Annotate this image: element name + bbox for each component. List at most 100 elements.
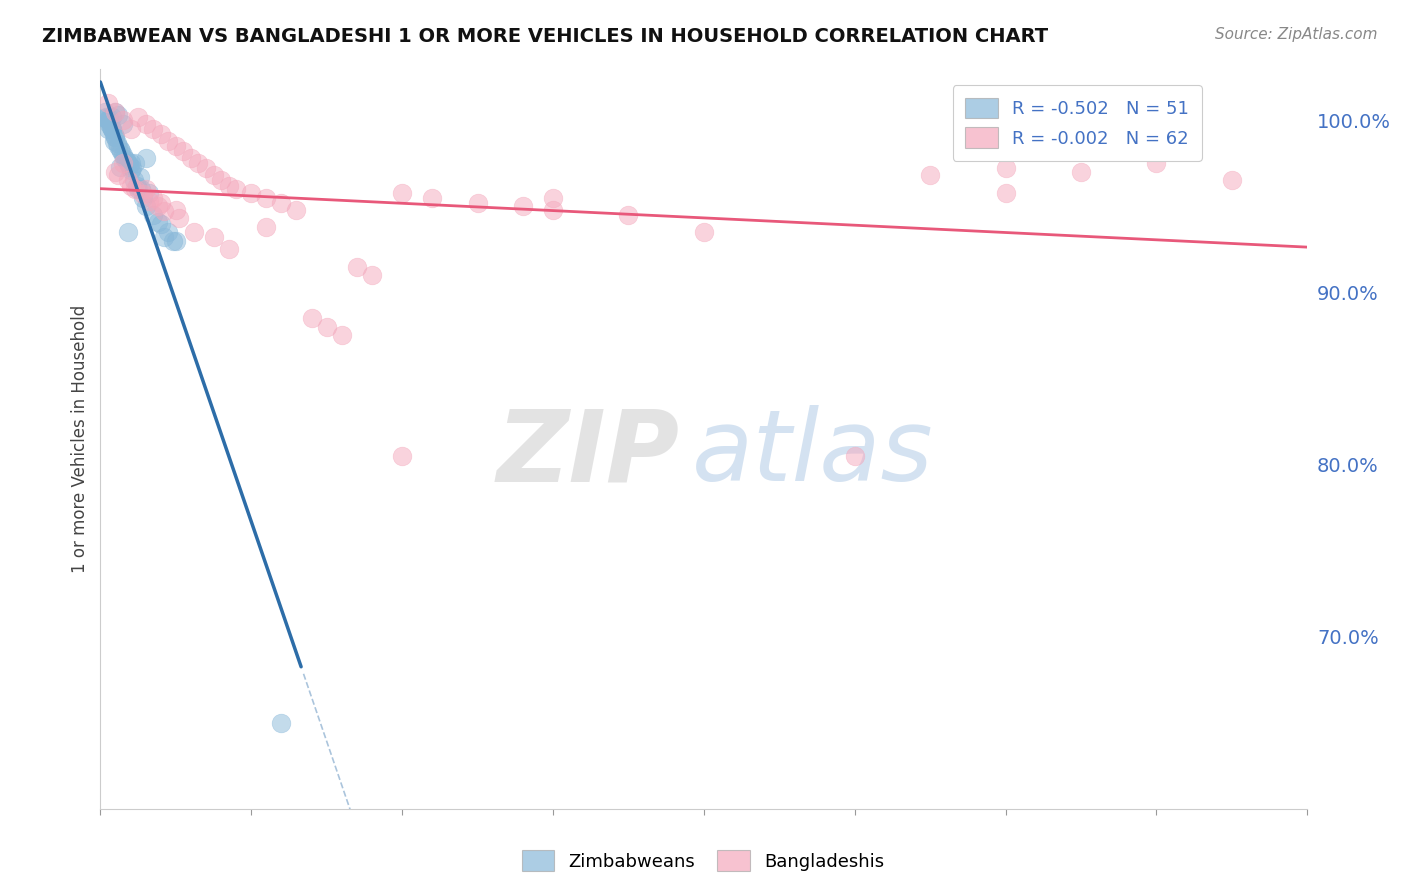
- Point: [920, 169, 942, 183]
- Point: [167, 211, 190, 226]
- Point: [512, 199, 534, 213]
- Point: [100, 120, 122, 134]
- Point: [1144, 156, 1167, 170]
- Point: [541, 202, 564, 217]
- Point: [120, 156, 142, 170]
- Point: [240, 186, 263, 200]
- Point: [391, 186, 413, 200]
- Point: [120, 121, 142, 136]
- Point: [120, 178, 142, 193]
- Point: [101, 121, 124, 136]
- Point: [218, 178, 240, 193]
- Point: [142, 191, 165, 205]
- Point: [138, 194, 160, 208]
- Point: [391, 449, 413, 463]
- Point: [541, 191, 564, 205]
- Point: [693, 225, 716, 239]
- Point: [225, 182, 247, 196]
- Point: [994, 186, 1017, 200]
- Point: [111, 117, 134, 131]
- Point: [172, 144, 194, 158]
- Point: [149, 127, 172, 141]
- Point: [117, 156, 139, 170]
- Point: [107, 108, 129, 122]
- Point: [111, 156, 134, 170]
- Point: [146, 199, 169, 213]
- Point: [301, 311, 323, 326]
- Point: [149, 217, 172, 231]
- Point: [103, 127, 125, 141]
- Point: [135, 151, 157, 165]
- Point: [128, 169, 150, 184]
- Point: [142, 121, 165, 136]
- Point: [111, 147, 134, 161]
- Point: [127, 110, 149, 124]
- Point: [125, 178, 148, 193]
- Point: [135, 199, 157, 213]
- Point: [315, 319, 337, 334]
- Point: [285, 202, 308, 217]
- Point: [218, 243, 240, 257]
- Point: [162, 234, 184, 248]
- Point: [124, 156, 146, 170]
- Legend: Zimbabweans, Bangladeshis: Zimbabweans, Bangladeshis: [515, 843, 891, 879]
- Point: [254, 191, 277, 205]
- Point: [202, 169, 225, 183]
- Point: [97, 121, 120, 136]
- Point: [152, 204, 174, 219]
- Point: [157, 225, 180, 239]
- Point: [180, 151, 202, 165]
- Point: [103, 134, 125, 148]
- Text: Source: ZipAtlas.com: Source: ZipAtlas.com: [1215, 27, 1378, 42]
- Point: [104, 104, 127, 119]
- Point: [115, 153, 138, 167]
- Point: [135, 182, 157, 196]
- Point: [108, 143, 131, 157]
- Point: [135, 117, 157, 131]
- Legend: R = -0.502   N = 51, R = -0.002   N = 62: R = -0.502 N = 51, R = -0.002 N = 62: [953, 85, 1202, 161]
- Point: [117, 225, 139, 239]
- Point: [270, 195, 292, 210]
- Point: [94, 104, 117, 119]
- Point: [96, 110, 118, 124]
- Point: [120, 163, 142, 178]
- Point: [104, 130, 127, 145]
- Point: [114, 151, 136, 165]
- Point: [101, 110, 124, 124]
- Point: [146, 215, 169, 229]
- Point: [420, 191, 443, 205]
- Text: atlas: atlas: [692, 405, 934, 502]
- Y-axis label: 1 or more Vehicles in Household: 1 or more Vehicles in Household: [72, 305, 89, 573]
- Point: [1070, 165, 1092, 179]
- Point: [330, 328, 353, 343]
- Point: [994, 161, 1017, 176]
- Point: [270, 715, 292, 730]
- Point: [165, 139, 187, 153]
- Point: [122, 173, 145, 187]
- Point: [97, 95, 120, 110]
- Point: [107, 139, 129, 153]
- Point: [127, 182, 149, 196]
- Point: [98, 112, 121, 126]
- Point: [165, 202, 187, 217]
- Point: [617, 208, 640, 222]
- Point: [183, 225, 205, 239]
- Point: [108, 160, 131, 174]
- Point: [110, 144, 132, 158]
- Point: [346, 260, 368, 274]
- Point: [105, 136, 128, 150]
- Point: [131, 187, 153, 202]
- Point: [131, 191, 153, 205]
- Point: [101, 121, 124, 136]
- Point: [149, 195, 172, 210]
- Point: [467, 195, 489, 210]
- Point: [187, 156, 209, 170]
- Point: [121, 161, 143, 176]
- Point: [361, 268, 384, 282]
- Point: [118, 158, 141, 172]
- Text: ZIMBABWEAN VS BANGLADESHI 1 OR MORE VEHICLES IN HOUSEHOLD CORRELATION CHART: ZIMBABWEAN VS BANGLADESHI 1 OR MORE VEHI…: [42, 27, 1049, 45]
- Point: [96, 112, 118, 126]
- Point: [97, 113, 120, 128]
- Point: [97, 113, 120, 128]
- Point: [202, 230, 225, 244]
